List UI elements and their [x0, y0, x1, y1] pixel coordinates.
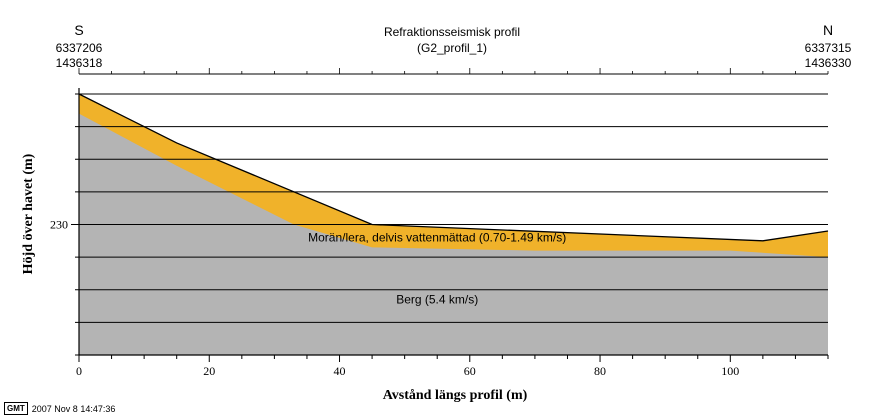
left-end-label: S — [74, 22, 83, 38]
berg-layer-area — [79, 113, 828, 355]
x-tick-label: 100 — [721, 364, 739, 378]
left-end-easting: 1436318 — [56, 56, 103, 70]
y-tick-label: 230 — [50, 218, 68, 232]
timestamp-text: 2007 Nov 8 14:47:36 — [31, 403, 116, 414]
right-end-label: N — [823, 22, 833, 38]
gmt-timestamp: GMT 2007 Nov 8 14:47:36 — [4, 402, 115, 415]
axes: 0 20 40 60 80 100 230 — [50, 68, 829, 378]
x-tick-label: 20 — [203, 364, 215, 378]
chart-title: Refraktionsseismisk profil — [384, 25, 520, 39]
x-axis-label: Avstånd längs profil (m) — [383, 388, 528, 403]
y-axis-label: Höjd över havet (m) — [21, 153, 36, 274]
x-tick-label: 80 — [594, 364, 606, 378]
gridlines — [79, 93, 828, 323]
x-tick-label: 40 — [334, 364, 346, 378]
x-tick-label: 0 — [76, 364, 82, 378]
x-tick-label: 60 — [464, 364, 476, 378]
chart-subtitle: (G2_profil_1) — [417, 41, 487, 55]
gmt-logo: GMT — [4, 402, 28, 415]
right-end-easting: 1436330 — [805, 56, 852, 70]
berg-layer-label: Berg (5.4 km/s) — [396, 293, 478, 307]
right-end-northing: 6337315 — [805, 41, 852, 55]
moran-layer-label: Morän/lera, delvis vattenmättad (0.70-1.… — [308, 231, 566, 245]
left-end-northing: 6337206 — [56, 41, 103, 55]
